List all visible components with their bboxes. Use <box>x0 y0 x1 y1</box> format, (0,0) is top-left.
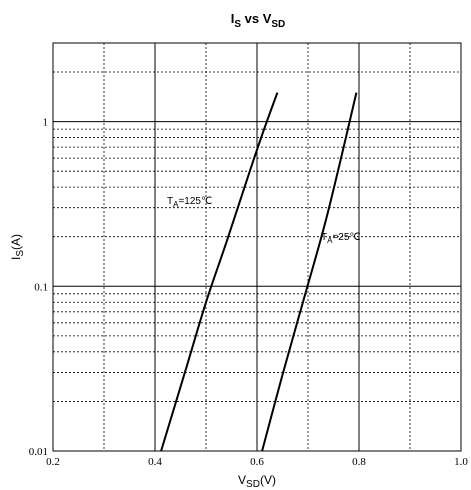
grid <box>53 42 461 452</box>
series-line-1 <box>261 92 358 452</box>
y-tick-label: 0.01 <box>29 446 48 458</box>
x-tick-label: 0.8 <box>352 456 366 468</box>
chart-title: IS vs VSD <box>231 11 286 30</box>
y-tick-label: 1 <box>43 117 49 129</box>
x-tick-label: 1.0 <box>454 456 468 468</box>
y-axis-label: IS(A) <box>9 234 26 260</box>
series <box>160 92 358 452</box>
series-line-0 <box>160 92 279 452</box>
x-tick-label: 0.6 <box>250 456 264 468</box>
x-tick-label: 0.2 <box>46 456 60 468</box>
plot-frame <box>52 42 462 452</box>
annotation-ta-25: TA=25℃ <box>321 232 361 245</box>
x-tick-label: 0.4 <box>148 456 162 468</box>
y-tick-label: 0.1 <box>34 281 48 293</box>
tick-labels: 0.2 0.4 0.6 0.8 1.0 0.01 0.1 1 <box>29 117 469 468</box>
x-axis-label: VSD(V) <box>238 473 276 490</box>
annotation-ta-125: TA=125℃ <box>167 196 212 209</box>
